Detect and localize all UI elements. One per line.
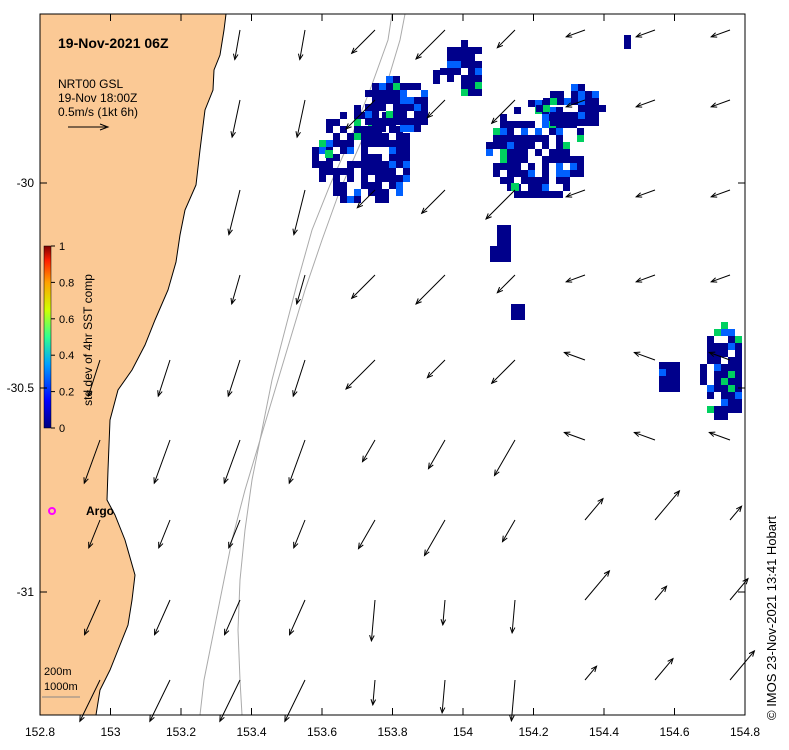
- colorbar-tick-label: 0.4: [59, 350, 74, 362]
- colorbar: [43, 245, 52, 429]
- x-tick-label: 153.2: [166, 725, 196, 739]
- info-line-1: NRT00 GSL: [58, 77, 124, 91]
- y-tick-label: -30: [17, 176, 35, 190]
- colorbar-tick-label: 0.2: [59, 387, 74, 399]
- y-axis-labels: -30 -30.5 -31: [7, 176, 35, 599]
- colorbar-label: std dev of 4hr SST comp: [81, 274, 95, 406]
- colorbar-ticks: 1 0.8 0.6 0.4 0.2 0: [51, 241, 74, 435]
- x-tick-label: 153.8: [377, 725, 407, 739]
- argo-marker-icon[interactable]: [48, 507, 56, 515]
- y-tick-label: -31: [17, 585, 35, 599]
- x-axis-labels: 152.8 153 153.2 153.4 153.6 153.8 154 154.2 154.…: [25, 725, 760, 739]
- axis-ticks: [39, 14, 746, 715]
- y-tick-label: -30.5: [7, 381, 35, 395]
- argo-label: Argo: [86, 504, 114, 518]
- x-tick-label: 154.2: [518, 725, 548, 739]
- depth-legend-200: 200m: [44, 666, 72, 678]
- x-tick-label: 154.8: [730, 725, 760, 739]
- x-tick-label: 152.8: [25, 725, 55, 739]
- x-tick-label: 153.4: [236, 725, 266, 739]
- colorbar-tick-label: 0.6: [59, 314, 74, 326]
- info-line-3: 0.5m/s (1kt 6h): [58, 105, 139, 119]
- depth-legend-1000: 1000m: [44, 681, 78, 693]
- credit-text: © IMOS 23-Nov-2021 13:41 Hobart: [764, 516, 779, 720]
- x-tick-label: 153.6: [307, 725, 337, 739]
- colorbar-tick-label: 1: [59, 241, 65, 253]
- colorbar-tick-label: 0: [59, 423, 65, 435]
- x-tick-label: 154.6: [659, 725, 689, 739]
- coastline-land: [39, 13, 227, 716]
- info-line-2: 19-Nov 18:00Z: [58, 91, 138, 105]
- current-vectors: [79, 29, 756, 723]
- map-title: 19-Nov-2021 06Z: [58, 35, 169, 51]
- colorbar-tick-label: 0.8: [59, 277, 74, 289]
- x-tick-label: 154: [453, 725, 473, 739]
- x-tick-label: 153: [100, 725, 120, 739]
- sst-stddev-layer: [312, 35, 742, 420]
- x-tick-label: 154.4: [589, 725, 619, 739]
